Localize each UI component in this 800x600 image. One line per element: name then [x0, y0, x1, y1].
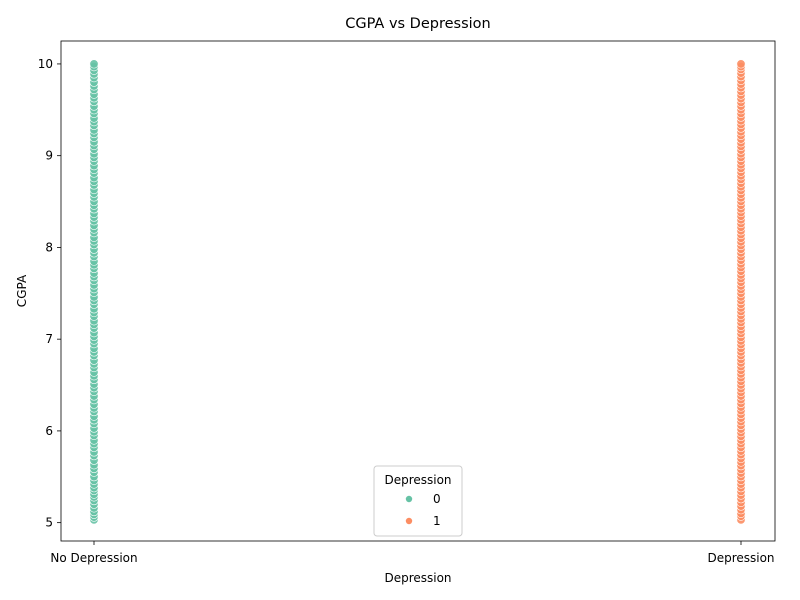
x-axis: No Depression Depression — [50, 541, 775, 565]
legend-marker-1 — [405, 517, 413, 525]
legend-label-1: 1 — [433, 514, 441, 528]
data-points — [89, 59, 746, 525]
x-tick-label: Depression — [707, 551, 774, 565]
legend: Depression 0 1 — [373, 465, 463, 537]
data-point — [89, 59, 99, 69]
series-0 — [89, 59, 99, 525]
y-tick-label: 8 — [45, 240, 53, 254]
legend-title: Depression — [384, 473, 451, 487]
legend-box — [373, 465, 463, 537]
x-tick-label: No Depression — [50, 551, 137, 565]
chart-title: CGPA vs Depression — [345, 16, 491, 32]
y-tick-label: 10 — [38, 57, 53, 71]
legend-marker-0 — [405, 495, 413, 503]
y-tick-label: 6 — [45, 424, 53, 438]
series-1 — [736, 59, 746, 525]
y-tick-label: 9 — [45, 149, 53, 163]
plot-frame — [60, 40, 776, 542]
x-axis-label: Depression — [384, 571, 451, 585]
y-tick-label: 5 — [45, 516, 53, 530]
y-axis: 5 6 7 8 9 10 — [38, 57, 61, 530]
y-axis-label: CGPA — [15, 274, 29, 307]
legend-label-0: 0 — [433, 492, 441, 506]
y-tick-label: 7 — [45, 332, 53, 346]
data-point — [736, 59, 746, 69]
